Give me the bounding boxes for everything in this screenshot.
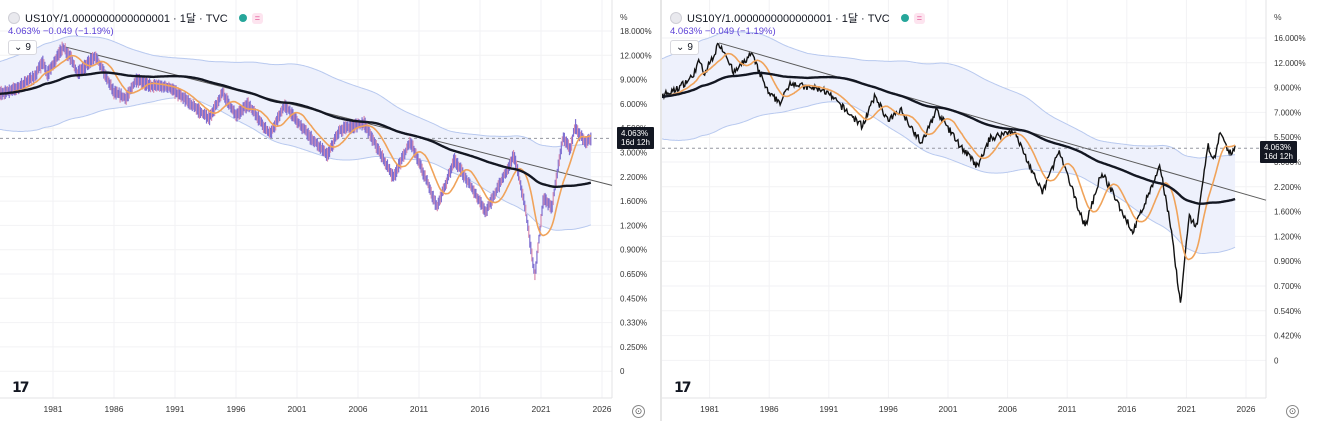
y-tick-label: 7.000% bbox=[1274, 108, 1301, 117]
x-tick-label: 1981 bbox=[44, 404, 63, 414]
y-tick-label: 5.500% bbox=[1274, 133, 1301, 142]
equation-badge[interactable]: = bbox=[251, 12, 264, 24]
last-price-tag-value: 4.063% bbox=[621, 129, 649, 138]
price-change: −0.049 (−1.19%) bbox=[42, 26, 114, 37]
y-tick-label: 1.200% bbox=[1274, 232, 1301, 241]
band-upper-line bbox=[662, 30, 1236, 159]
y-tick-label: 12.000% bbox=[620, 51, 652, 60]
last-price-tag-value: 4.063% bbox=[1264, 143, 1292, 152]
x-tick-label: 2006 bbox=[349, 404, 368, 414]
quote-line: 4.063% −0.049 (−1.19%) bbox=[670, 26, 776, 37]
chevron-down-icon: ⌄ bbox=[14, 42, 23, 53]
sma-long-line bbox=[0, 71, 592, 189]
band-lower-line bbox=[662, 101, 1236, 255]
x-tick-label: 1996 bbox=[879, 404, 898, 414]
trend-line bbox=[62, 45, 613, 186]
x-tick-label: 2016 bbox=[471, 404, 490, 414]
y-tick-label: 0.540% bbox=[1274, 307, 1301, 316]
y-tick-label: 2.200% bbox=[1274, 183, 1301, 192]
tradingview-logo[interactable]: 17 bbox=[12, 380, 30, 396]
y-tick-label: 18.000% bbox=[620, 27, 652, 36]
y-tick-label: 3.000% bbox=[620, 149, 647, 158]
chart-canvas-left[interactable]: 9761981198619911996200120062011201620212… bbox=[0, 0, 660, 421]
y-tick-label: 0.650% bbox=[620, 270, 647, 279]
x-tick-label: 2026 bbox=[593, 404, 612, 414]
y-tick-label: 0.450% bbox=[620, 294, 647, 303]
market-status-icon bbox=[238, 14, 247, 22]
symbol-logo-icon bbox=[8, 12, 20, 24]
band-upper-line bbox=[0, 35, 591, 148]
market-status-icon bbox=[900, 14, 909, 22]
y-tick-label: 16.000% bbox=[1274, 34, 1306, 43]
y-tick-label: 2.200% bbox=[620, 173, 647, 182]
y-tick-label: 0.900% bbox=[620, 246, 647, 255]
tradingview-logo[interactable]: 17 bbox=[674, 380, 692, 396]
x-tick-label: 1986 bbox=[760, 404, 779, 414]
y-tick-label: 0.420% bbox=[1274, 332, 1301, 341]
x-tick-label: 2026 bbox=[1237, 404, 1256, 414]
last-price-tag: 4.063% 16d 12h bbox=[1260, 141, 1297, 163]
y-tick-label: 1.200% bbox=[620, 221, 647, 230]
chart-panel-left[interactable]: 9761981198619911996200120062011201620212… bbox=[0, 0, 662, 421]
goto-date-icon[interactable]: ⊙ bbox=[1286, 405, 1299, 418]
price-change: −0.049 (−1.19%) bbox=[704, 26, 776, 37]
y-tick-label: 12.000% bbox=[1274, 59, 1306, 68]
x-tick-label: 1986 bbox=[105, 404, 124, 414]
chevron-down-icon: ⌄ bbox=[676, 42, 685, 53]
bar-countdown: 16d 12h bbox=[1264, 152, 1293, 161]
y-tick-label: 9.000% bbox=[1274, 84, 1301, 93]
trend-line bbox=[718, 42, 1267, 201]
indicator-count: 9 bbox=[25, 42, 31, 53]
sma-short-line bbox=[662, 52, 1236, 261]
sma-short-line bbox=[0, 54, 592, 237]
x-tick-label: 1991 bbox=[166, 404, 185, 414]
y-tick-label: 0.900% bbox=[1274, 257, 1301, 266]
x-tick-label: 2011 bbox=[410, 404, 429, 414]
quote-line: 4.063% −0.049 (−1.19%) bbox=[8, 26, 114, 37]
indicators-toggle-button[interactable]: ⌄ 9 bbox=[8, 40, 37, 55]
y-tick-label: 9.000% bbox=[620, 76, 647, 85]
x-tick-label: 2001 bbox=[288, 404, 307, 414]
price-line bbox=[662, 42, 1236, 303]
chart-panel-right[interactable]: 9761981198619911996200120062011201620212… bbox=[662, 0, 1320, 421]
bar-countdown: 16d 12h bbox=[621, 138, 650, 147]
x-tick-label: 1991 bbox=[819, 404, 838, 414]
scale-unit-label[interactable]: % bbox=[1274, 12, 1282, 22]
x-tick-label: 2001 bbox=[939, 404, 958, 414]
last-price: 4.063% bbox=[670, 26, 703, 37]
y-tick-label: 0.700% bbox=[1274, 282, 1301, 291]
scale-unit-label[interactable]: % bbox=[620, 12, 628, 22]
x-tick-label: 2021 bbox=[532, 404, 551, 414]
x-tick-label: 1996 bbox=[227, 404, 246, 414]
y-tick-label: 0 bbox=[620, 367, 625, 376]
x-tick-label: 2016 bbox=[1117, 404, 1136, 414]
indicator-count: 9 bbox=[687, 42, 693, 53]
bollinger-band-fill bbox=[662, 31, 1236, 254]
symbol-title[interactable]: US10Y/1.0000000000000001 · 1달 · TVC bbox=[687, 13, 890, 25]
x-tick-label: 2021 bbox=[1177, 404, 1196, 414]
y-tick-label: 1.600% bbox=[1274, 208, 1301, 217]
last-price: 4.063% bbox=[8, 26, 41, 37]
indicators-toggle-button[interactable]: ⌄ 9 bbox=[670, 40, 699, 55]
x-tick-label: 1981 bbox=[700, 404, 719, 414]
sma-long-line bbox=[662, 71, 1236, 205]
y-tick-label: 0 bbox=[1274, 356, 1279, 365]
last-price-tag: 4.063% 16d 12h bbox=[617, 127, 654, 149]
goto-date-icon[interactable]: ⊙ bbox=[632, 405, 645, 418]
symbol-header[interactable]: US10Y/1.0000000000000001 · 1달 · TVC = bbox=[8, 10, 264, 26]
symbol-title[interactable]: US10Y/1.0000000000000001 · 1달 · TVC bbox=[25, 13, 228, 25]
symbol-header[interactable]: US10Y/1.0000000000000001 · 1달 · TVC = bbox=[670, 10, 926, 26]
x-tick-label: 2006 bbox=[998, 404, 1017, 414]
chart-canvas-right[interactable]: 9761981198619911996200120062011201620212… bbox=[662, 0, 1320, 421]
y-tick-label: 6.000% bbox=[620, 100, 647, 109]
equation-badge[interactable]: = bbox=[913, 12, 926, 24]
y-tick-label: 0.250% bbox=[620, 343, 647, 352]
y-tick-label: 1.600% bbox=[620, 197, 647, 206]
y-tick-label: 0.330% bbox=[620, 319, 647, 328]
symbol-logo-icon bbox=[670, 12, 682, 24]
x-tick-label: 2011 bbox=[1058, 404, 1077, 414]
